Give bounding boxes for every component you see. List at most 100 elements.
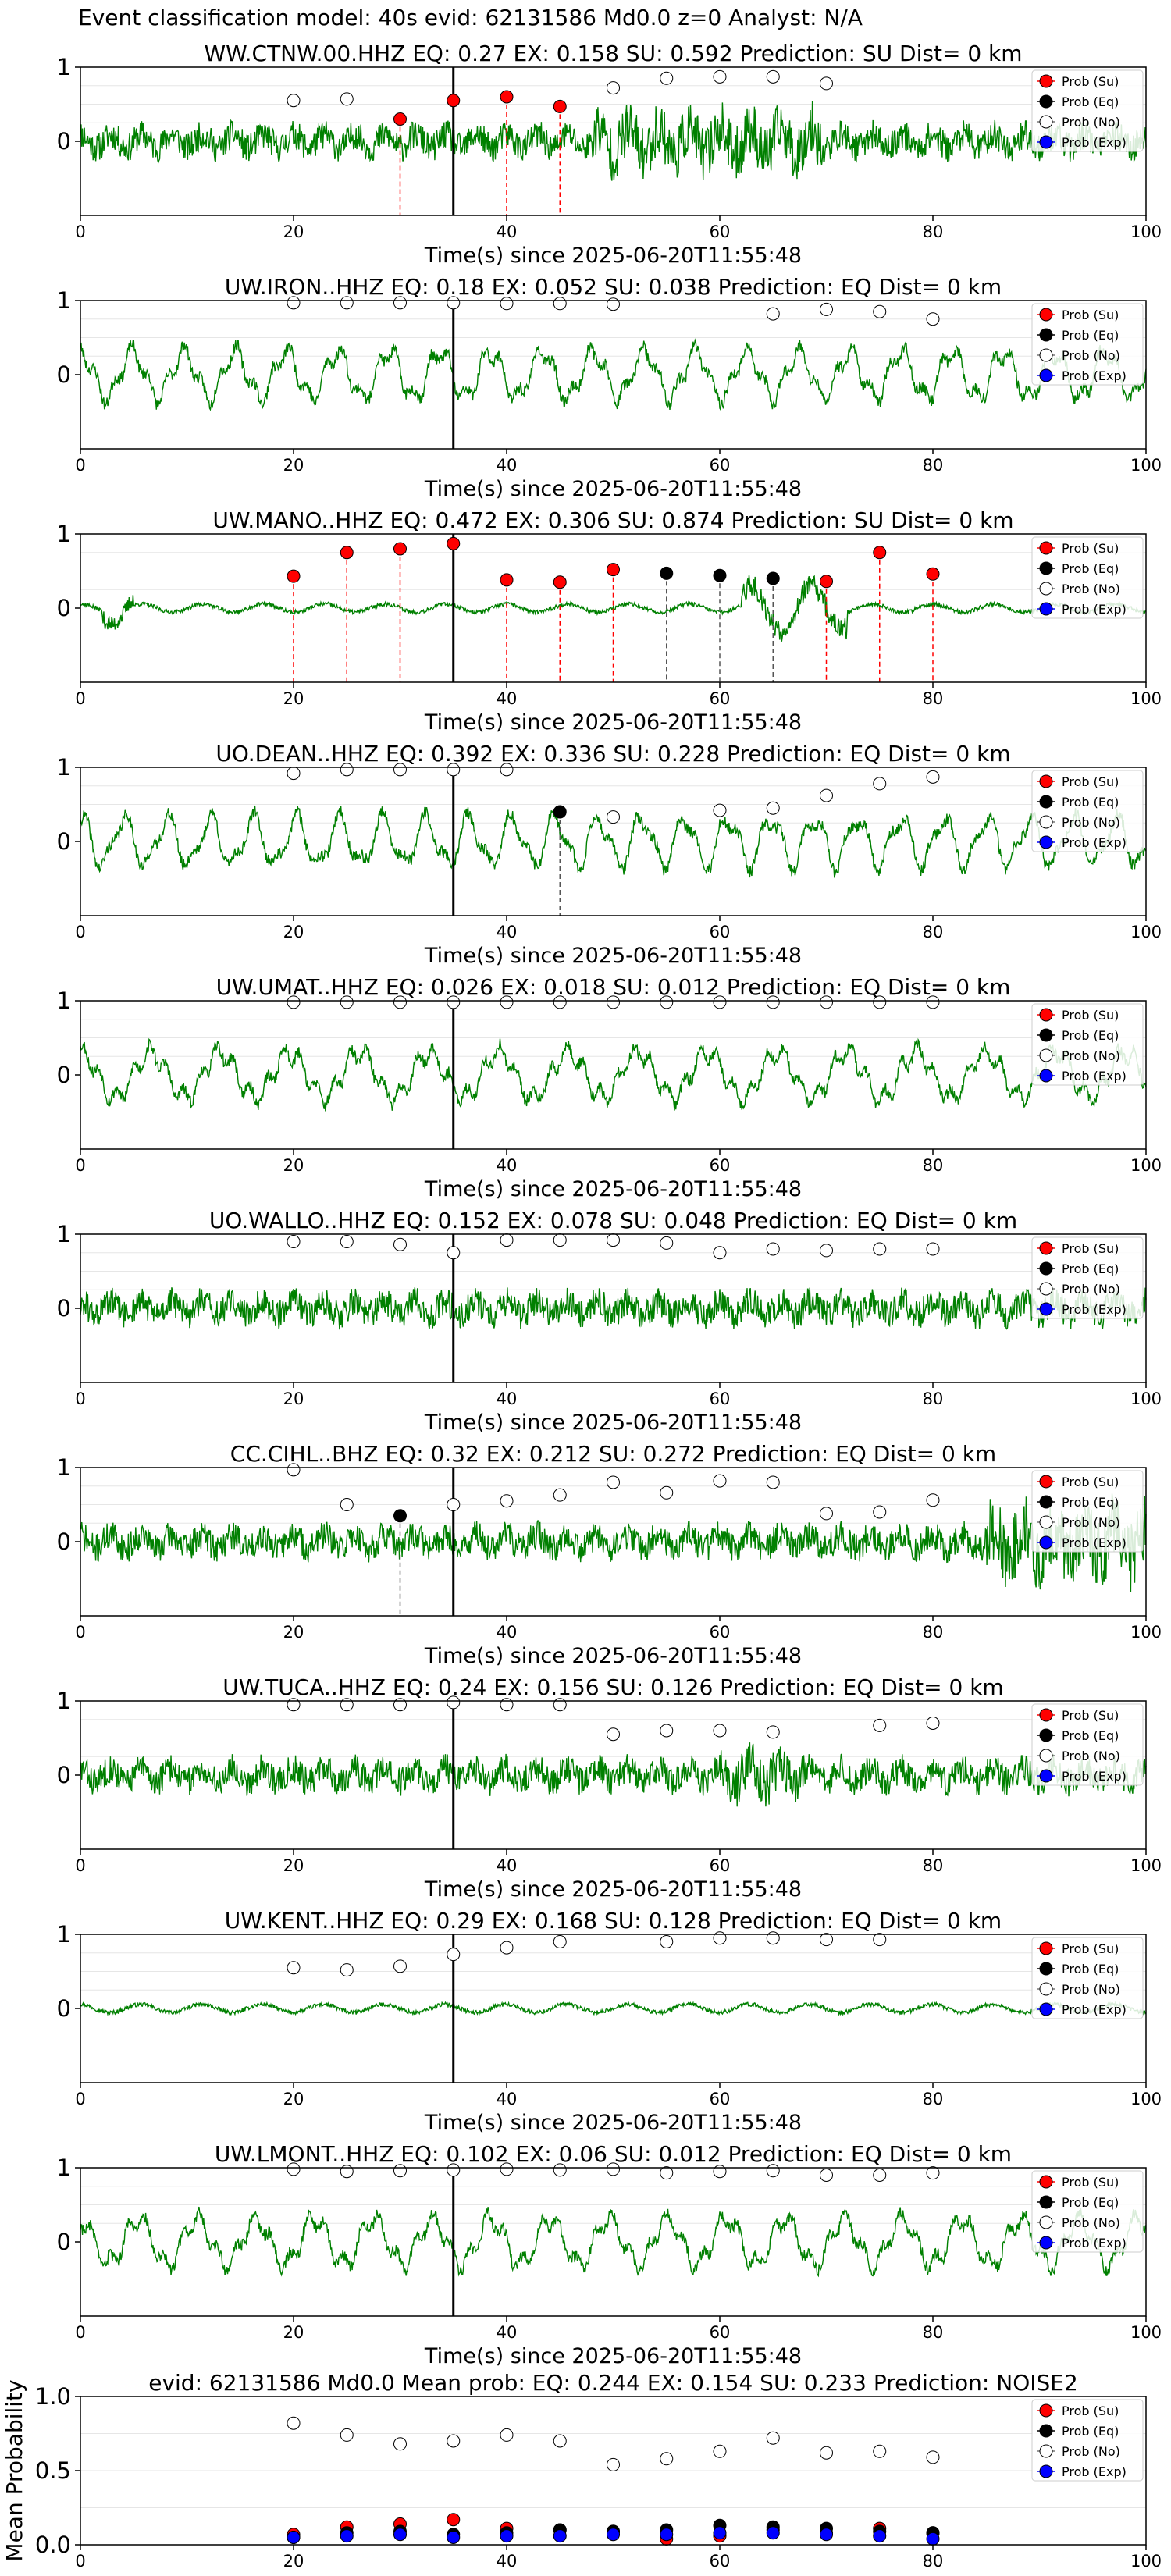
legend-marker-eq	[1039, 328, 1053, 342]
x-tick-label: 20	[283, 1156, 304, 1175]
point-no	[713, 2444, 727, 2458]
x-tick-label: 100	[1130, 2552, 1162, 2571]
y-tick-label: 0	[57, 1528, 71, 1555]
point-no	[926, 1242, 940, 1256]
point-no	[607, 1475, 620, 1489]
legend-marker-su	[1039, 1241, 1053, 1255]
legend-label-eq: Prob (Eq)	[1062, 2424, 1119, 2439]
y-tick-label: 0	[57, 595, 71, 621]
legend-label-eq: Prob (Eq)	[1062, 1261, 1119, 1276]
x-tick-label: 60	[710, 456, 731, 475]
point-no	[873, 1505, 887, 1519]
mean-probability-panel: evid: 62131586 Md0.0 Mean prob: EQ: 0.24…	[2, 2370, 1162, 2571]
legend-marker-exp	[1039, 1769, 1053, 1783]
y-tick-label: 1	[57, 54, 71, 80]
legend-marker-no	[1039, 1282, 1053, 1296]
legend-label-su: Prob (Su)	[1062, 1475, 1119, 1489]
point-no	[553, 1233, 567, 1247]
point-no	[607, 995, 620, 1009]
point-no	[607, 2162, 620, 2176]
x-tick-label: 40	[497, 2552, 518, 2571]
x-tick-label: 0	[75, 2323, 85, 2342]
point-eq	[766, 571, 780, 585]
legend-marker-no	[1039, 815, 1053, 829]
legend-marker-eq	[1039, 1495, 1053, 1509]
x-tick-label: 0	[75, 2090, 85, 2108]
station-panel-1: WW.CTNW.00.HHZ EQ: 0.27 EX: 0.158 SU: 0.…	[57, 41, 1162, 268]
x-tick-label: 40	[497, 1856, 518, 1875]
x-tick-label: 0	[75, 222, 85, 241]
x-tick-label: 0	[75, 923, 85, 941]
y-tick-label: 1	[57, 287, 71, 314]
panel-title: CC.CIHL..BHZ EQ: 0.32 EX: 0.212 SU: 0.27…	[230, 1441, 996, 1467]
point-no	[607, 1233, 620, 1247]
x-tick-label: 80	[923, 1156, 944, 1175]
legend-marker-eq	[1039, 1728, 1053, 1742]
legend-label-su: Prob (Su)	[1062, 541, 1119, 556]
point-eq	[393, 1509, 407, 1523]
point-no	[660, 1935, 674, 1948]
legend-label-eq: Prob (Eq)	[1062, 1495, 1119, 1510]
point-no	[820, 1244, 833, 1258]
x-tick-label: 100	[1130, 689, 1162, 708]
legend-box	[1031, 1470, 1144, 1553]
point-su	[553, 99, 567, 113]
x-tick-label: 0	[75, 689, 85, 708]
station-panel-4: UO.DEAN..HHZ EQ: 0.392 EX: 0.336 SU: 0.2…	[57, 741, 1162, 968]
point-su	[820, 575, 833, 589]
point-no	[607, 810, 620, 824]
legend-label-no: Prob (No)	[1062, 1749, 1120, 1763]
legend-label-eq: Prob (Eq)	[1062, 561, 1119, 576]
legend-marker-su	[1039, 2403, 1053, 2418]
legend-label-eq: Prob (Eq)	[1062, 1728, 1119, 1743]
legend-marker-eq	[1039, 1261, 1053, 1276]
x-tick-label: 60	[710, 2552, 731, 2571]
figure-title: Event classification model: 40s evid: 62…	[78, 5, 863, 30]
legend-label-exp: Prob (Exp)	[1062, 2002, 1127, 2017]
x-tick-label: 60	[710, 1856, 731, 1875]
panel-title: UO.DEAN..HHZ EQ: 0.392 EX: 0.336 SU: 0.2…	[215, 741, 1010, 767]
point-no	[660, 1485, 674, 1500]
point-no	[287, 296, 301, 310]
legend-marker-su	[1039, 74, 1053, 88]
x-tick-label: 40	[497, 222, 518, 241]
point-no	[766, 1725, 780, 1739]
station-panel-8: UW.TUCA..HHZ EQ: 0.24 EX: 0.156 SU: 0.12…	[57, 1674, 1162, 1902]
legend-marker-no	[1039, 115, 1053, 129]
legend-label-exp: Prob (Exp)	[1062, 2236, 1127, 2250]
point-no	[766, 2164, 780, 2178]
x-tick-label: 40	[497, 456, 518, 475]
point-no	[340, 92, 354, 106]
legend-box	[1031, 1236, 1144, 1319]
legend-label-su: Prob (Su)	[1062, 1008, 1119, 1023]
x-tick-label: 100	[1130, 1156, 1162, 1175]
point-no	[766, 801, 780, 815]
legend-marker-no	[1039, 1982, 1053, 1996]
x-tick-label: 40	[497, 1389, 518, 1408]
point-no	[607, 297, 620, 311]
point-no	[766, 1242, 780, 1256]
x-tick-label: 100	[1130, 456, 1162, 475]
legend-marker-eq	[1039, 1028, 1053, 1042]
waveform-trace	[80, 2000, 1147, 2017]
point-no	[660, 1236, 674, 1250]
legend-marker-eq	[1039, 94, 1053, 109]
point-no	[393, 296, 407, 310]
y-tick-label: 0	[57, 1295, 71, 1322]
y-tick-label: 1.0	[35, 2383, 71, 2410]
station-panel-2: UW.IRON..HHZ EQ: 0.18 EX: 0.052 SU: 0.03…	[57, 274, 1162, 501]
y-tick-label: 0	[57, 2229, 71, 2255]
waveform-trace	[80, 1287, 1147, 1330]
point-exp	[607, 2528, 620, 2542]
legend-box	[1031, 303, 1144, 386]
point-no	[660, 995, 674, 1009]
x-tick-label: 40	[497, 1623, 518, 1642]
waveform-trace	[80, 338, 1147, 411]
point-no	[447, 1246, 461, 1260]
point-no	[447, 296, 461, 310]
y-axis-label: Mean Probability	[2, 2379, 27, 2561]
point-no	[926, 1493, 940, 1507]
point-no	[820, 788, 833, 802]
legend-marker-no	[1039, 1749, 1053, 1763]
x-tick-label: 20	[283, 456, 304, 475]
